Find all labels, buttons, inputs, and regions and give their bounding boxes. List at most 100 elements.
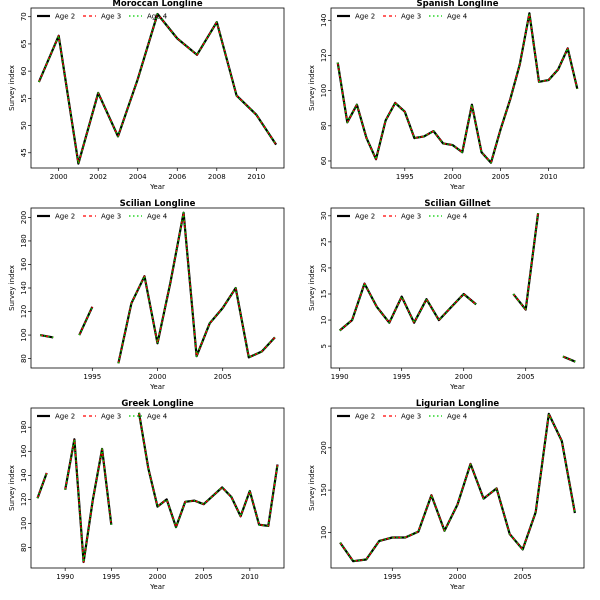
y-tick-label: 65 — [20, 39, 28, 48]
y-tick-label: 140 — [20, 281, 28, 294]
y-tick-label: 160 — [20, 258, 28, 271]
x-tick-label: 2010 — [241, 573, 259, 581]
legend-label: Age 2 — [355, 213, 375, 221]
y-tick-label: 160 — [20, 445, 28, 458]
legend-label: Age 2 — [55, 13, 75, 21]
y-tick-label: 200 — [20, 211, 28, 224]
series-line-age-2 — [336, 12, 579, 164]
chart-panel-2: Spanish Longline 1995 2000 2005 2010 60 80 100 1… — [308, 0, 585, 191]
series-line-age-4 — [512, 213, 539, 311]
y-axis-label: Survey index — [308, 265, 316, 311]
legend-label: Age 4 — [147, 213, 168, 221]
legend-label: Age 3 — [401, 13, 421, 21]
x-tick-label: 2005 — [492, 173, 510, 181]
x-tick-label: 1995 — [383, 573, 401, 581]
y-tick-label: 140 — [20, 469, 28, 482]
series-line-age-4 — [337, 12, 578, 164]
x-tick-label: 2008 — [208, 173, 226, 181]
x-tick-label: 2010 — [247, 173, 265, 181]
series-line-age-4 — [117, 212, 276, 364]
series-line-age-4 — [38, 13, 277, 165]
y-tick-label: 150 — [320, 483, 328, 496]
series-line-age-3 — [117, 212, 276, 364]
y-tick-label: 80 — [320, 121, 328, 130]
x-tick-label: 2002 — [89, 173, 107, 181]
legend-label: Age 2 — [55, 213, 75, 221]
x-axis-label: Year — [149, 383, 165, 391]
y-tick-label: 120 — [20, 493, 28, 506]
plot-frame — [30, 7, 285, 169]
x-tick-label: 2000 — [149, 373, 167, 381]
legend-label: Age 2 — [55, 413, 75, 421]
series-line-age-3 — [78, 306, 93, 336]
series-line-age-3 — [138, 412, 279, 528]
plot-frame — [30, 407, 285, 569]
x-tick-label: 2010 — [540, 173, 558, 181]
series-line-age-3 — [562, 355, 576, 363]
series-line-age-3 — [337, 12, 578, 164]
chart-title: Scilian Gillnet — [424, 199, 490, 209]
x-tick-label: 2005 — [214, 373, 232, 381]
series-line-age-2 — [339, 412, 576, 563]
chart-panel-5: Greek Longline 1990 1995 2000 2005 2010 80 100 1… — [8, 399, 285, 591]
x-tick-label: 2004 — [129, 173, 147, 181]
y-tick-label: 80 — [20, 354, 28, 363]
x-tick-label: 2000 — [50, 173, 68, 181]
x-tick-label: 1995 — [102, 573, 120, 581]
chart-title: Moroccan Longline — [112, 0, 202, 9]
chart-title: Greek Longline — [121, 399, 194, 409]
series-line-age-2 — [117, 211, 276, 364]
series-line-age-2 — [338, 282, 477, 332]
chart-panel-1: Moroccan Longline 2000 2002 2004 2006 2008 201… — [8, 0, 285, 191]
chart-panel-4: Scilian Gillnet 1990 1995 2000 2005 5 10 15 20 25… — [308, 199, 585, 391]
y-tick-label: 5 — [320, 344, 328, 348]
plot-frame — [330, 207, 585, 369]
series-line-age-4 — [36, 472, 48, 499]
y-tick-label: 60 — [320, 157, 328, 166]
y-tick-label: 120 — [20, 305, 28, 318]
series-line-age-2 — [137, 412, 279, 529]
x-tick-label: 1995 — [393, 373, 411, 381]
legend-label: Age 3 — [101, 13, 121, 21]
y-tick-label: 100 — [20, 328, 28, 341]
x-tick-label: 1995 — [83, 373, 101, 381]
series-line-age-2 — [512, 213, 540, 311]
y-tick-label: 60 — [20, 67, 28, 76]
series-line-age-4 — [138, 412, 279, 528]
y-tick-label: 140 — [320, 14, 328, 27]
legend-label: Age 4 — [447, 213, 468, 221]
y-tick-label: 100 — [320, 84, 328, 97]
y-tick-label: 70 — [20, 12, 28, 21]
y-tick-label: 30 — [320, 211, 328, 220]
x-tick-label: 1990 — [331, 373, 349, 381]
plot-frame — [330, 7, 585, 169]
y-tick-label: 200 — [320, 441, 328, 454]
x-tick-label: 1990 — [56, 573, 74, 581]
y-tick-label: 25 — [320, 237, 328, 246]
chart-title: Ligurian Longline — [416, 399, 500, 409]
y-tick-label: 10 — [320, 316, 328, 325]
x-axis-label: Year — [149, 183, 165, 191]
series-line-age-3 — [512, 213, 539, 311]
y-tick-label: 180 — [20, 421, 28, 434]
legend-label: Age 4 — [147, 13, 168, 21]
series-line-age-3 — [339, 282, 477, 331]
y-axis-label: Survey index — [8, 65, 16, 111]
y-tick-label: 45 — [20, 148, 28, 157]
legend-label: Age 3 — [101, 413, 121, 421]
series-line-age-2 — [64, 438, 113, 564]
legend-label: Age 2 — [355, 13, 375, 21]
y-tick-label: 100 — [320, 526, 328, 539]
series-line-age-4 — [339, 413, 576, 562]
legend-label: Age 4 — [147, 413, 168, 421]
legend-label: Age 3 — [401, 413, 421, 421]
series-line-age-4 — [78, 306, 93, 336]
chart-title: Spanish Longline — [416, 0, 498, 9]
series-line-age-3 — [39, 334, 54, 339]
legend-label: Age 4 — [447, 413, 468, 421]
chart-panel-3: Scilian Longline 1995 2000 2005 80 100 120 140 1… — [8, 199, 285, 391]
x-tick-label: 2006 — [168, 173, 186, 181]
y-tick-label: 100 — [20, 517, 28, 530]
y-axis-label: Survey index — [308, 65, 316, 111]
y-axis-label: Survey index — [8, 465, 16, 511]
